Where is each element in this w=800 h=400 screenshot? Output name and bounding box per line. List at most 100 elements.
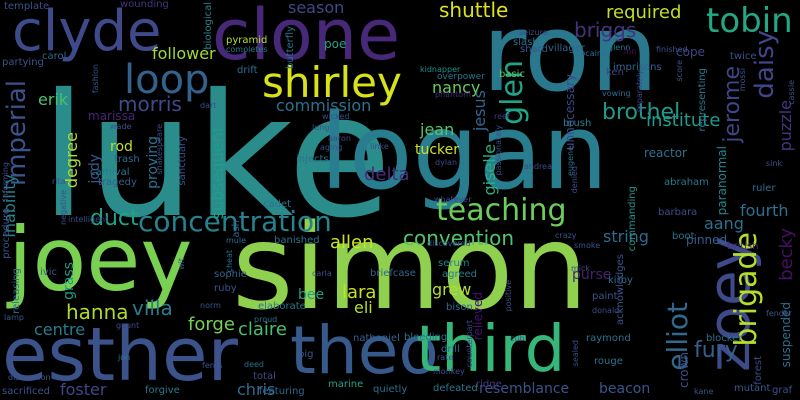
word-kane: kane: [694, 387, 714, 396]
word-jon: jon: [118, 353, 131, 362]
word-agreed: agreed: [442, 269, 478, 280]
word-hanna: hanna: [66, 300, 129, 324]
word-ron: ron: [482, 0, 659, 116]
word-shard: shard: [520, 44, 548, 55]
word-forge: forge: [188, 314, 235, 335]
word-teaching: teaching: [436, 193, 567, 228]
word-pyramid: pyramid: [226, 35, 268, 46]
word-distraction: distraction: [8, 373, 51, 382]
word-wit: wit: [177, 258, 186, 270]
word-crown: crown: [677, 352, 691, 389]
word-reef: reef: [494, 112, 510, 121]
word-shuttle: shuttle: [439, 0, 509, 22]
word-bison: bison: [446, 302, 473, 313]
word-template: template: [4, 1, 50, 12]
word-becky: becky: [776, 228, 797, 281]
word-convention: convention: [403, 226, 515, 250]
word-linke: linke: [370, 142, 389, 151]
word-wade: wade: [110, 122, 132, 131]
word-twice: twice: [730, 51, 757, 62]
word-carnival: carnival: [90, 167, 130, 178]
word-commanding: commanding: [627, 186, 638, 252]
word-nathaniel: nathaniel: [353, 333, 400, 344]
word-unnecessary: unnecessary: [563, 74, 577, 151]
word-fashion: fashion: [91, 64, 100, 94]
word-bee: bee: [298, 287, 325, 303]
word-crazy: crazy: [555, 231, 577, 240]
word-serum: serum: [438, 258, 470, 269]
word-mick: mick: [571, 264, 591, 273]
word-allen: allen: [330, 232, 374, 253]
word-abraham: abraham: [664, 177, 709, 188]
word-degree: degree: [62, 132, 81, 189]
word-forest: forest: [753, 356, 764, 385]
word-kirby: kirby: [608, 275, 633, 286]
word-seizure: seizure: [519, 28, 548, 37]
word-score: score: [675, 60, 684, 82]
word-claire: claire: [238, 319, 288, 340]
word-centre: centre: [34, 320, 86, 339]
word-tucker: tucker: [415, 142, 460, 158]
word-marissa: marissa: [88, 109, 136, 123]
word-lara: lara: [342, 282, 377, 303]
word-mutant: mutant: [734, 383, 771, 394]
word-informing: informing: [1, 162, 10, 201]
word-purse: purse: [572, 267, 612, 283]
word-negative: negative: [59, 190, 68, 225]
word-ruby: ruby: [214, 283, 237, 294]
word-representing: representing: [697, 68, 708, 132]
word-mossi: mossi: [738, 68, 747, 92]
word-dart: dart: [200, 101, 217, 110]
word-third: third: [416, 313, 566, 387]
word-monkey: monkey: [433, 367, 465, 376]
word-carol: carol: [42, 51, 67, 62]
word-banished: banished: [274, 235, 320, 246]
word-mule: mule: [226, 236, 247, 245]
word-imprisons: imprisons: [613, 62, 662, 73]
word-fury: fury: [694, 338, 738, 363]
word-logan: logan: [320, 91, 609, 213]
word-passionately: passionately: [494, 125, 503, 176]
word-graf: graf: [772, 385, 793, 396]
word-paranormal: paranormal: [715, 146, 729, 216]
word-poe: poe: [324, 37, 347, 51]
word-wicked: wicked: [322, 112, 350, 121]
word-duct: duct: [90, 206, 139, 231]
word-sink: sink: [766, 159, 783, 168]
word-ridge: ridge: [476, 379, 502, 390]
word-villager: villager: [548, 43, 585, 54]
word-cadet: cadet: [263, 199, 292, 210]
word-marine: marine: [328, 379, 364, 390]
word-brush: brush: [563, 118, 592, 129]
word-basic: basic: [499, 69, 525, 80]
word-ruler: ruler: [752, 183, 776, 194]
word-deed: deed: [244, 360, 264, 369]
word-string: string: [603, 227, 649, 246]
word-morris: morris: [118, 92, 182, 116]
word-follower: follower: [152, 44, 216, 63]
word-theo: theo: [290, 312, 439, 389]
word-elaborate: elaborate: [258, 301, 306, 312]
word-sacrificed: sacrificed: [2, 386, 51, 397]
word-discovered: discovered: [427, 239, 471, 248]
word-partying: partying: [2, 57, 44, 68]
word-eugene: eugene: [566, 146, 575, 176]
word-phantom: phantom: [435, 90, 471, 99]
word-erik: erik: [38, 90, 69, 109]
word-season: season: [288, 0, 345, 17]
word-required: required: [606, 2, 682, 23]
word-releasing: releasing: [11, 268, 22, 314]
word-loop: loop: [124, 57, 210, 103]
word-cocaine: cocaine: [576, 49, 607, 58]
word-rouge: rouge: [594, 356, 623, 367]
word-aang: aang: [704, 214, 744, 233]
word-bleeding: bleeding: [404, 332, 448, 343]
word-joey: joey: [8, 208, 193, 311]
word-intelligent: intelligent: [68, 215, 109, 224]
word-blocker: blocker: [706, 333, 743, 344]
word-completes: completes: [226, 45, 268, 54]
word-jesus: jesus: [470, 90, 489, 132]
word-gaunt: gaunt: [116, 321, 140, 330]
word-total: total: [253, 371, 276, 382]
